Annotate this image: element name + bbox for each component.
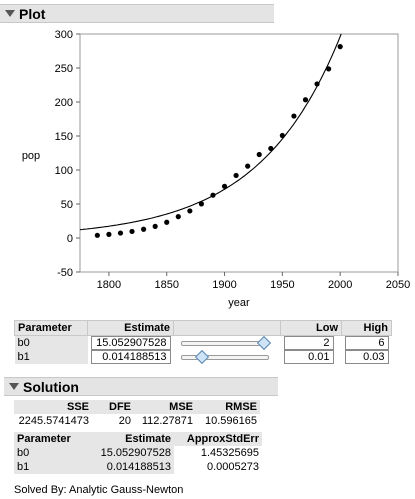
y-tick-label: -50 xyxy=(57,267,73,279)
data-point xyxy=(337,44,343,50)
y-tick-label: 50 xyxy=(61,199,73,211)
data-point xyxy=(302,97,309,103)
plot-frame xyxy=(79,33,399,273)
slider-thumb-icon[interactable] xyxy=(256,335,271,351)
high-col-header: High xyxy=(341,320,392,336)
b0-slider[interactable] xyxy=(177,335,273,351)
slider-col-header xyxy=(173,320,281,336)
data-point xyxy=(256,151,262,158)
rmse-header: RMSE xyxy=(196,400,260,414)
data-point xyxy=(129,228,135,235)
disclosure-triangle-icon[interactable] xyxy=(9,383,19,390)
mse-value: 112.27871 xyxy=(141,415,193,427)
estimates-table: Parameter Estimate ApproxStdErr b0 15.05… xyxy=(14,432,262,474)
solution-section-header[interactable]: Solution xyxy=(4,377,278,396)
param-col-header: Parameter xyxy=(14,320,88,336)
data-point xyxy=(291,113,297,119)
sse-header: SSE xyxy=(14,400,92,414)
data-point xyxy=(106,231,112,237)
param-name: b1 xyxy=(14,350,88,364)
stderr-value: 0.0005273 xyxy=(207,461,259,473)
sse-value: 2245.5741473 xyxy=(18,415,89,427)
data-point xyxy=(268,145,274,152)
estimate-row-b1: b1 0.014188513 0.0005273 xyxy=(14,460,262,474)
param-name: b1 xyxy=(14,460,86,474)
param-name: b0 xyxy=(14,446,86,460)
data-point xyxy=(314,81,320,87)
stderr-col-header: ApproxStdErr xyxy=(174,432,262,446)
plot-section-title: Plot xyxy=(19,5,46,22)
y-tick-label: 200 xyxy=(55,97,73,109)
data-point xyxy=(94,232,100,238)
x-tick-label: 1950 xyxy=(270,279,294,291)
y-tick-label: 250 xyxy=(55,63,73,75)
b0-low-field[interactable]: 2 xyxy=(283,336,334,350)
estimate-col-header: Estimate xyxy=(87,320,174,336)
data-point xyxy=(164,219,170,225)
b0-estimate-field[interactable]: 15.052907528 xyxy=(90,336,171,350)
fit-stats-table: SSE DFE MSE RMSE 2245.5741473 20 112.278… xyxy=(14,400,260,428)
stderr-value: 1.45325695 xyxy=(200,447,259,459)
y-tick-label: 0 xyxy=(67,233,73,245)
b1-high-field[interactable]: 0.03 xyxy=(344,350,389,364)
x-tick-label: 1900 xyxy=(212,279,236,291)
data-point xyxy=(233,172,239,179)
b1-low-field[interactable]: 0.01 xyxy=(283,350,334,364)
b0-high-field[interactable]: 6 xyxy=(344,336,389,350)
low-col-header: Low xyxy=(280,320,342,336)
y-tick-label: 100 xyxy=(55,165,73,177)
mse-header: MSE xyxy=(134,400,196,414)
estimate-col-header: Estimate xyxy=(86,432,174,446)
data-point xyxy=(326,66,332,72)
data-point xyxy=(175,214,181,220)
plot-section-header[interactable]: Plot xyxy=(0,4,274,23)
solution-section-title: Solution xyxy=(23,378,79,395)
param-row-b0: b0 15.052907528 2 6 xyxy=(14,335,392,351)
param-name: b0 xyxy=(14,335,88,350)
dfe-value: 20 xyxy=(118,415,131,427)
x-tick-label: 1850 xyxy=(154,279,178,291)
y-tick-label: 300 xyxy=(55,29,73,41)
x-axis-label: year xyxy=(228,297,250,309)
data-point xyxy=(221,183,228,189)
data-point xyxy=(187,208,193,214)
data-point xyxy=(152,223,158,229)
x-tick-label: 1800 xyxy=(97,279,121,291)
estimate-row-b0: b0 15.052907528 1.45325695 xyxy=(14,446,262,460)
rmse-value: 10.596165 xyxy=(205,415,257,427)
data-point xyxy=(117,230,124,236)
b1-slider[interactable] xyxy=(177,349,273,365)
solver-footer: Solved By: Analytic Gauss-Newton xyxy=(14,484,184,496)
x-tick-label: 2000 xyxy=(328,279,352,291)
param-row-b1: b1 0.014188513 0.01 0.03 xyxy=(14,349,392,365)
disclosure-triangle-icon[interactable] xyxy=(5,10,15,17)
data-point xyxy=(198,201,205,207)
nonlinear-fit-plot: -50 0 50 100 150 200 250 300 1800 1850 1900 1950 200… xyxy=(22,29,410,309)
param-col-header: Parameter xyxy=(14,432,86,446)
data-point xyxy=(245,163,251,169)
y-tick-label: 150 xyxy=(55,131,73,143)
parameter-table: Parameter Estimate Low High b0 15.052907… xyxy=(14,320,392,365)
estimate-value: 15.052907528 xyxy=(86,446,174,460)
b1-estimate-field[interactable]: 0.014188513 xyxy=(90,350,171,364)
x-tick-label: 2050 xyxy=(386,279,410,291)
estimate-value: 0.014188513 xyxy=(86,460,174,474)
data-point xyxy=(141,226,147,232)
dfe-header: DFE xyxy=(92,400,134,414)
data-point xyxy=(279,132,285,139)
slider-thumb-icon[interactable] xyxy=(194,349,209,365)
y-axis-label: pop xyxy=(22,150,40,162)
data-point xyxy=(210,192,216,198)
